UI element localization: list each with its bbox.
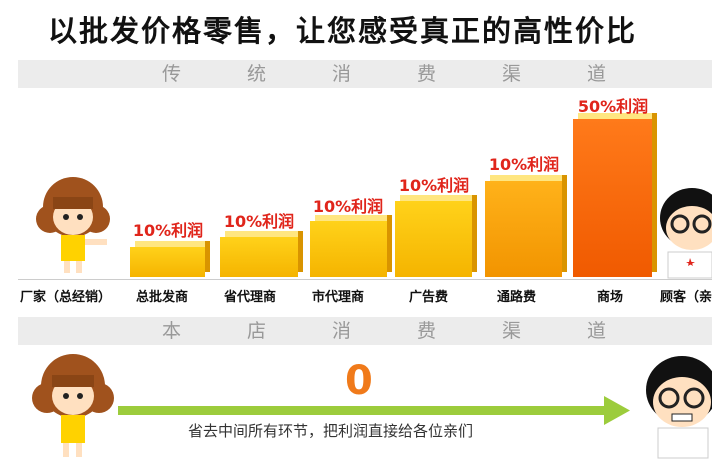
section-header: 传统消费渠道 (162, 63, 673, 85)
girl-icon (32, 354, 114, 457)
girl-icon (36, 177, 110, 273)
section-header: 本店消费渠道 (162, 320, 673, 342)
bar (485, 175, 567, 277)
bar (573, 113, 657, 277)
step-label: 广告费 (409, 290, 449, 305)
step-label: 省代理商 (224, 290, 277, 305)
bar (220, 231, 303, 277)
header-band (18, 60, 712, 88)
step-label: 商场 (597, 290, 624, 305)
profit-label: 10%利润 (132, 221, 204, 240)
step-label: 顾客（亲 (660, 290, 712, 305)
step-label: 总批发商 (136, 290, 189, 305)
step-label: 通路费 (497, 290, 537, 305)
man-icon (646, 356, 712, 459)
bar (395, 195, 477, 277)
header-band (18, 317, 712, 345)
step-label: 厂家（总经销） (20, 290, 112, 305)
title: 以批发价格零售，让您感受真正的高性价比 (48, 14, 638, 48)
profit-label: 50%利润 (577, 97, 649, 116)
profit-label: 10%利润 (223, 212, 295, 231)
man-icon (660, 188, 712, 279)
baseline (18, 279, 712, 280)
profit-label: 10%利润 (488, 155, 560, 174)
amount: 0 (345, 358, 373, 404)
profit-label: 10%利润 (312, 197, 384, 216)
arrow (118, 396, 630, 425)
step-label: 市代理商 (312, 290, 365, 305)
bar (130, 241, 210, 277)
caption: 省去中间所有环节，把利润直接给各位亲们 (188, 422, 474, 440)
profit-label: 10%利润 (398, 176, 470, 195)
bar (310, 215, 392, 277)
